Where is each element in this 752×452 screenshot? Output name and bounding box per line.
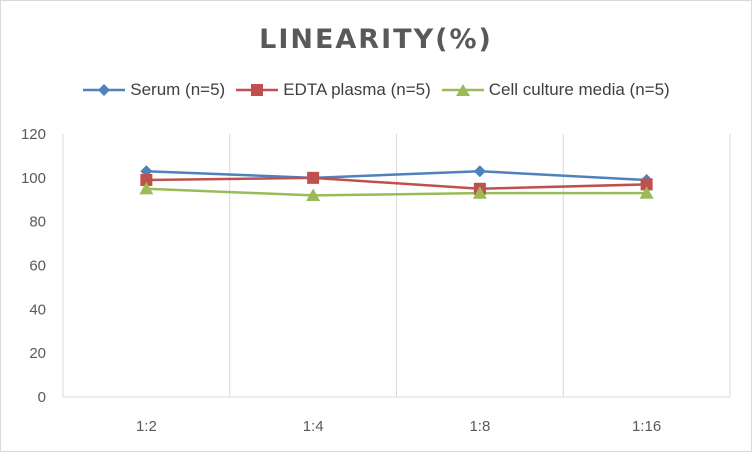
y-tick-label: 100	[21, 170, 46, 187]
y-tick-label: 40	[29, 301, 46, 318]
legend-item-serum: Serum (n=5)	[82, 80, 225, 100]
legend-label-cell-culture-media: Cell culture media (n=5)	[488, 80, 670, 99]
series-line-1	[146, 176, 647, 191]
data-point-series-2	[306, 188, 321, 201]
y-tick-label: 0	[38, 389, 46, 406]
x-tick-label: 1:2	[136, 418, 157, 435]
data-point-series-0	[473, 165, 486, 178]
y-tick-label: 120	[21, 126, 46, 143]
legend-item-cell-culture-media: Cell culture media (n=5)	[441, 80, 670, 100]
data-point-series-1	[307, 171, 320, 184]
chart-title: LINEARITY(%)	[259, 24, 493, 55]
legend-key-serum	[83, 84, 126, 96]
legend-key-cell-culture-media	[441, 84, 484, 96]
series-line-0	[146, 170, 647, 182]
legend-label-edta-plasma: EDTA plasma (n=5)	[283, 80, 431, 99]
legend-label-serum: Serum (n=5)	[130, 80, 226, 99]
data-point-series-1	[140, 174, 153, 187]
series-line-2	[146, 187, 647, 197]
y-tick-label: 80	[29, 214, 46, 231]
y-tick-label: 60	[29, 258, 46, 275]
data-point-series-2	[139, 181, 154, 195]
y-tick-label: 20	[29, 345, 46, 362]
x-tick-label: 1:8	[469, 418, 490, 435]
x-tick-label: 1:4	[303, 418, 324, 435]
data-point-series-2	[639, 186, 654, 199]
legend: Serum (n=5) EDTA plasma (n=5) Cell cultu…	[1, 80, 751, 100]
data-point-series-2	[472, 186, 487, 199]
data-point-series-1	[640, 178, 653, 191]
x-tick-label: 1:16	[632, 418, 661, 435]
legend-key-edta-plasma	[236, 84, 279, 96]
legend-item-edta-plasma: EDTA plasma (n=5)	[235, 80, 431, 100]
